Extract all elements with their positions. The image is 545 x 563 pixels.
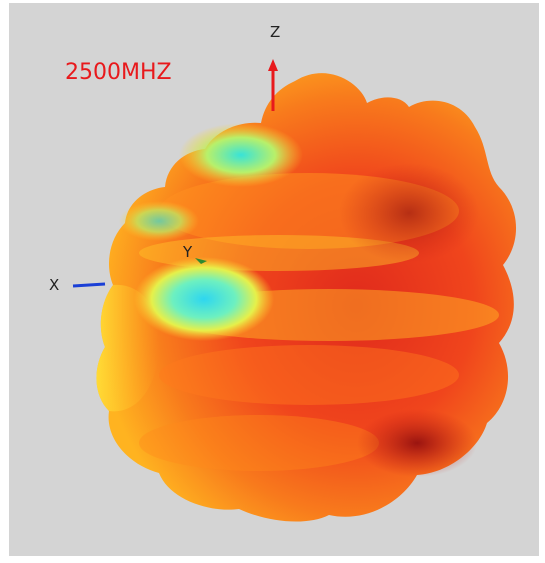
pattern-high-region: [339, 163, 479, 263]
y-axis-label: Y: [183, 243, 193, 261]
y-axis-line: [195, 258, 207, 264]
pattern-high-region: [357, 409, 477, 477]
axis-triad: [72, 59, 278, 288]
pattern-low-region: [179, 123, 303, 187]
x-axis-label: X: [49, 276, 60, 294]
x-axis-line: [72, 282, 106, 288]
pattern-low-region: [134, 257, 274, 341]
z-axis-arrow-icon: [268, 59, 278, 71]
z-axis-label: Z: [270, 23, 281, 41]
3d-viewport[interactable]: 2500MHZ Z X Y: [9, 3, 539, 556]
frequency-label: 2500MHZ: [65, 60, 172, 85]
pattern-ridge: [139, 415, 379, 471]
pattern-low-region: [119, 201, 199, 241]
pattern-ridge: [159, 345, 459, 405]
radiation-pattern-plot: [72, 59, 517, 522]
